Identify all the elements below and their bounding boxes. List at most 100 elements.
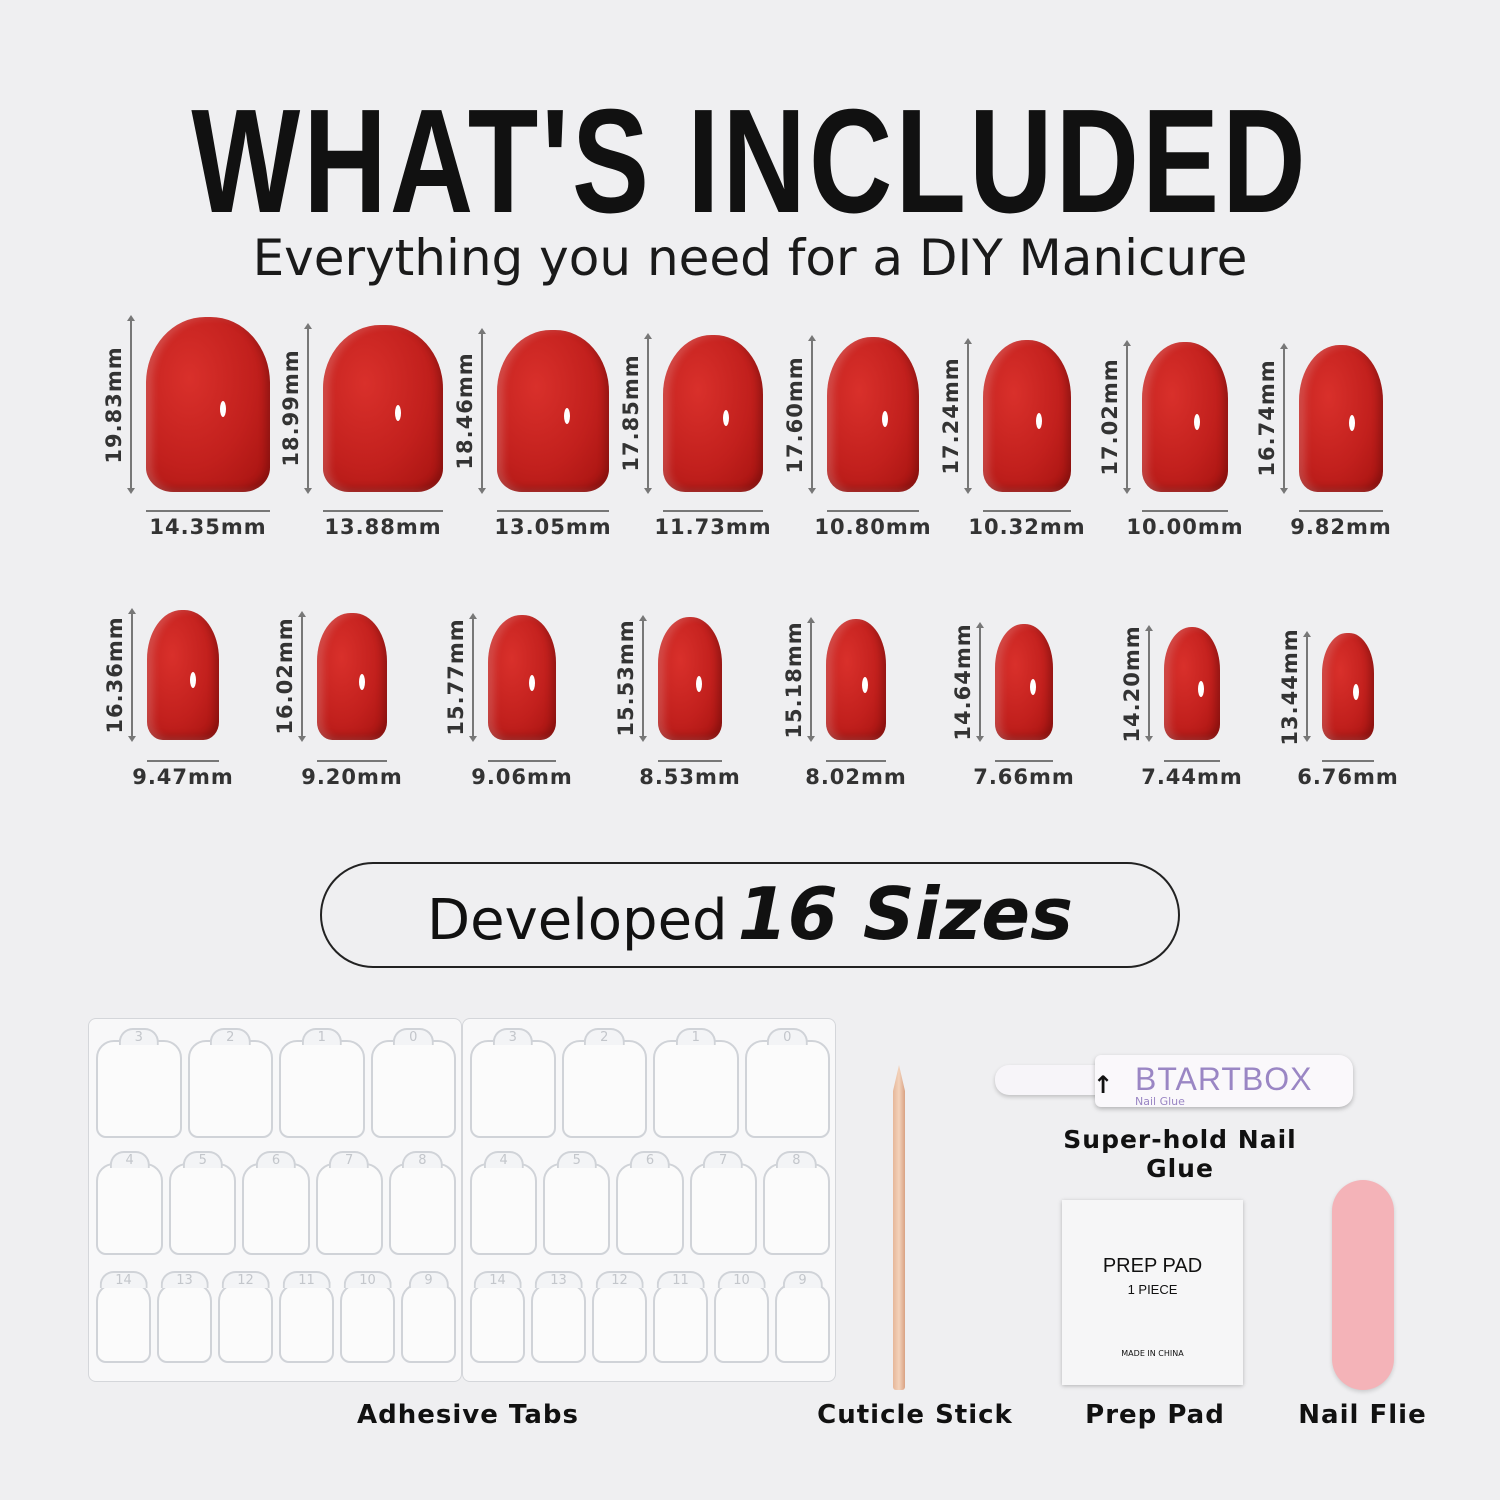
press-on-nail: [323, 324, 443, 492]
width-dimension-line: [146, 510, 270, 512]
adhesive-tab: 4: [96, 1151, 164, 1255]
width-label: 7.66mm: [973, 765, 1075, 789]
adhesive-tab: 2: [561, 1028, 647, 1138]
tab-number: 4: [483, 1151, 524, 1168]
adhesive-tab: 0: [744, 1028, 830, 1138]
press-on-nail: [662, 334, 764, 492]
width-label: 10.80mm: [814, 515, 932, 539]
press-on-nail: [657, 616, 723, 740]
adhesive-tab: 1: [653, 1028, 739, 1138]
width-dimension-line: [825, 760, 887, 762]
width-dimension-line: [1322, 760, 1374, 762]
width-dimension-line: [1142, 510, 1228, 512]
tab-number: 3: [492, 1028, 533, 1045]
adhesive-tab: 8: [388, 1151, 456, 1255]
width-label: 8.02mm: [805, 765, 907, 789]
length-label: 13.44mm: [1278, 627, 1303, 746]
nail-glue-label: Super-hold Nail Glue: [1063, 1125, 1297, 1183]
length-label: 18.99mm: [279, 349, 304, 468]
width-dimension-line: [662, 510, 764, 512]
tab-number: 5: [182, 1151, 223, 1168]
tab-number: 10: [343, 1271, 392, 1288]
tab-number: 2: [210, 1028, 251, 1045]
length-label: 15.53mm: [613, 619, 638, 737]
width-label: 9.06mm: [471, 765, 573, 789]
width-dimension-line: [317, 760, 387, 762]
sizes-emphasis: 16 Sizes: [737, 872, 1073, 956]
nail-highlight: [1349, 415, 1356, 432]
length-label: 17.24mm: [938, 357, 963, 475]
sizes-prefix: Developed: [427, 888, 728, 953]
nail-highlight: [190, 672, 197, 689]
length-label: 14.20mm: [1119, 624, 1144, 743]
adhesive-tab: 14: [96, 1271, 151, 1363]
tab-number: 4: [109, 1151, 150, 1168]
press-on-nail: [825, 619, 887, 740]
tab-number: 14: [473, 1271, 522, 1288]
nail-highlight: [1353, 684, 1360, 701]
press-on-nail: [994, 623, 1054, 740]
tab-number: 8: [776, 1151, 817, 1168]
nail-highlight: [1197, 681, 1204, 698]
width-dimension-line: [323, 510, 443, 512]
tab-number: 6: [629, 1151, 671, 1168]
width-dimension-line: [496, 510, 610, 512]
length-label: 17.60mm: [782, 355, 807, 474]
adhesive-tab: 11: [653, 1271, 708, 1363]
tab-number: 5: [556, 1151, 597, 1168]
adhesive-tab: 0: [370, 1028, 456, 1138]
tab-number: 14: [99, 1271, 148, 1288]
width-label: 11.73mm: [654, 515, 772, 539]
width-dimension-line: [657, 760, 723, 762]
width-label: 14.35mm: [149, 515, 267, 539]
press-on-nail: [1322, 633, 1374, 740]
press-on-nail: [1163, 627, 1221, 740]
tab-number: 11: [282, 1271, 331, 1288]
width-dimension-line: [1163, 760, 1221, 762]
length-dimension-line: [298, 610, 307, 743]
adhesive-tab: 14: [470, 1271, 525, 1363]
nail-highlight: [564, 407, 571, 424]
tab-number: 11: [656, 1271, 705, 1288]
nail-highlight: [696, 675, 703, 692]
length-dimension-line: [468, 612, 477, 743]
tab-number: 0: [393, 1028, 434, 1045]
width-label: 10.32mm: [968, 515, 1086, 539]
prep-pad-label: Prep Pad: [1085, 1400, 1225, 1430]
press-on-nail: [147, 609, 219, 740]
nail-highlight: [1193, 414, 1200, 431]
press-on-nail: [487, 614, 557, 740]
width-dimension-line: [1298, 510, 1384, 512]
press-on-nail: [982, 340, 1072, 492]
width-label: 13.05mm: [494, 515, 612, 539]
glue-sub: Nail Glue: [1135, 1095, 1185, 1107]
length-label: 16.36mm: [103, 616, 127, 734]
length-dimension-line: [1303, 631, 1312, 742]
width-dimension-line: [147, 760, 219, 762]
width-dimension-line: [994, 760, 1054, 762]
prep-pad-origin: MADE IN CHINA: [1121, 1349, 1184, 1358]
adhesive-tab: 11: [279, 1271, 334, 1363]
length-label: 14.64mm: [950, 623, 975, 741]
width-label: 10.00mm: [1126, 515, 1244, 539]
tab-number: 13: [160, 1271, 209, 1288]
adhesive-tab: 13: [531, 1271, 586, 1363]
tab-number: 3: [118, 1028, 159, 1045]
page-subtitle: Everything you need for a DIY Manicure: [252, 229, 1248, 287]
width-label: 9.82mm: [1290, 515, 1392, 539]
tab-number: 7: [703, 1151, 744, 1168]
adhesive-tab: 10: [340, 1271, 395, 1363]
length-dimension-line: [1123, 340, 1131, 494]
adhesive-tab: 12: [592, 1271, 647, 1363]
adhesive-tab: 6: [616, 1151, 684, 1255]
length-label: 17.02mm: [1098, 358, 1122, 476]
cuticle-stick-image: [893, 1065, 905, 1390]
tab-number: 2: [584, 1028, 625, 1045]
nail-highlight: [882, 411, 889, 428]
width-label: 9.20mm: [301, 765, 403, 789]
tab-number: 1: [675, 1028, 716, 1045]
length-label: 16.02mm: [273, 617, 298, 735]
adhesive-tabs-label: Adhesive Tabs: [357, 1400, 579, 1430]
width-label: 8.53mm: [639, 765, 741, 789]
length-dimension-line: [127, 315, 136, 494]
